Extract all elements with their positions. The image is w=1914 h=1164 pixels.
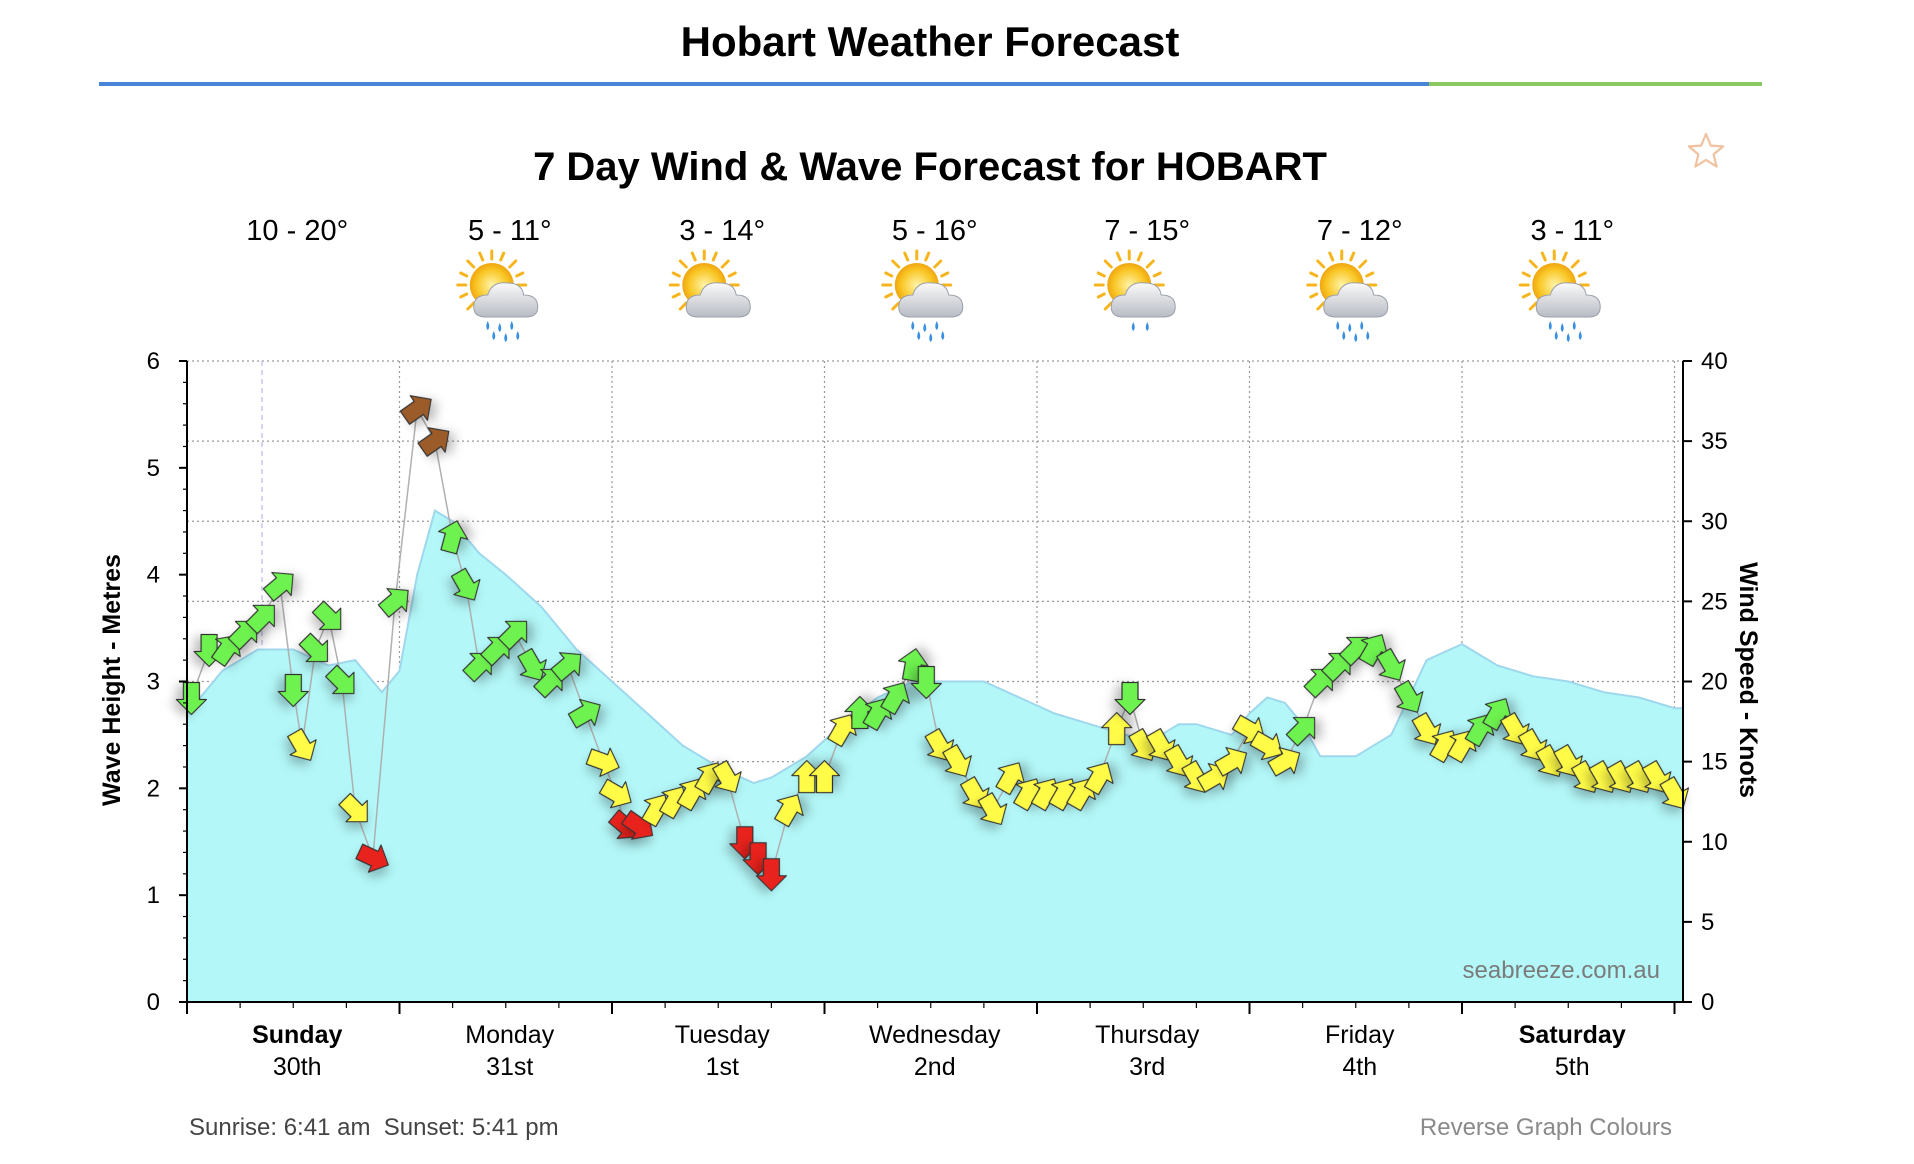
x-date-label: 30th: [273, 1053, 322, 1081]
y-tick-label-left: 5: [147, 455, 160, 482]
y-tick-label-left: 3: [147, 669, 160, 696]
title-divider-green: [1429, 82, 1762, 86]
wind-arrow: [413, 418, 459, 463]
wind-arrow: [395, 386, 441, 431]
axes: 0 1 2 3 4 5 6 0 5 10 15 20 25 30 35 40 Sunday 30th Monday 3…: [147, 348, 1728, 1081]
page-title: Hobart Weather Forecast: [680, 18, 1180, 65]
y-tick-label-right: 35: [1701, 428, 1728, 455]
wind-arrow: [258, 562, 304, 608]
day-temperature-range: 7 - 15°: [1104, 215, 1190, 247]
x-date-label: 5th: [1555, 1053, 1590, 1081]
y-tick-label-left: 6: [147, 348, 160, 375]
rain-icon: [486, 321, 520, 342]
sun-cloud-rain-icon: [456, 249, 539, 342]
wave-height-line: [186, 509, 1684, 785]
day-temperature-range: 5 - 11°: [468, 215, 552, 247]
day-temperature-range: 5 - 16°: [892, 215, 978, 247]
day-temperature-range: 3 - 14°: [679, 215, 765, 247]
drizzle-icon: [1131, 322, 1149, 331]
sun-times-spacer: [370, 1114, 383, 1141]
x-date-label: 1st: [706, 1053, 739, 1081]
x-day-label: Tuesday: [675, 1021, 770, 1049]
favourite-star-icon[interactable]: [1686, 131, 1726, 171]
day-temperature-range: 7 - 12°: [1317, 215, 1403, 247]
y-tick-label-left: 1: [147, 882, 160, 909]
chart-title: 7 Day Wind & Wave Forecast for HOBART: [533, 145, 1327, 189]
x-day-label: Saturday: [1519, 1021, 1626, 1049]
reverse-graph-colours-link[interactable]: Reverse Graph Colours: [1419, 1114, 1672, 1141]
sunrise-text: Sunrise: 6:41 am: [189, 1114, 371, 1141]
x-day-label: Wednesday: [869, 1021, 1001, 1049]
y-tick-label-right: 25: [1701, 588, 1728, 615]
title-divider: [99, 82, 1762, 86]
x-day-label: Thursday: [1095, 1021, 1200, 1049]
wind-arrow: [1114, 681, 1146, 716]
y-tick-label-right: 10: [1701, 829, 1728, 856]
day-temperature-range: 10 - 20°: [246, 215, 348, 247]
y-tick-label-right: 20: [1701, 669, 1728, 696]
y-tick-label-left: 4: [147, 562, 160, 589]
wind-arrow: [306, 595, 352, 641]
sun-cloud-icon: [668, 249, 751, 318]
rain-icon: [1548, 321, 1582, 342]
sun-times: Sunrise: 6:41 am Sunset: 5:41 pm: [189, 1114, 559, 1142]
y-tick-label-left: 2: [147, 775, 160, 802]
day-headers: 10 - 20° 5 - 11° 3 - 14° 5 - 16° 7 - 15° 7 - …: [246, 215, 1614, 342]
y-tick-label-right: 5: [1701, 909, 1714, 936]
day-temperature-range: 3 - 11°: [1530, 215, 1614, 247]
y-tick-label-left: 0: [147, 989, 160, 1016]
rain-icon: [911, 321, 945, 342]
x-date-label: 31st: [486, 1053, 533, 1081]
y-axis-label-right: Wind Speed - Knots: [1734, 562, 1762, 798]
x-date-label: 2nd: [914, 1053, 956, 1081]
y-tick-label-right: 30: [1701, 508, 1728, 535]
y-tick-label-right: 0: [1701, 989, 1714, 1016]
sun-cloud-drizzle-icon: [1093, 249, 1176, 331]
y-tick-label-right: 15: [1701, 749, 1728, 776]
sun-cloud-rain-icon: [1518, 249, 1601, 342]
y-axis-label-left: Wave Height - Metres: [98, 554, 126, 806]
sunset-text: Sunset: 5:41 pm: [383, 1114, 559, 1141]
x-day-label: Sunday: [252, 1021, 342, 1049]
sun-cloud-rain-icon: [881, 249, 964, 342]
x-date-label: 3rd: [1129, 1053, 1165, 1081]
x-date-label: 4th: [1342, 1053, 1377, 1081]
x-day-label: Friday: [1325, 1021, 1395, 1049]
sun-cloud-rain-icon: [1306, 249, 1389, 342]
watermark: seabreeze.com.au: [1463, 957, 1660, 984]
rain-icon: [1336, 321, 1370, 342]
plot-area: 0 1 2 3 4 5 6 0 5 10 15 20 25 30 35 40 Sunday 30th Monday 3…: [98, 348, 1762, 1081]
wind-wave-chart: 7 Day Wind & Wave Forecast for HOBART 10…: [98, 145, 1762, 1081]
x-day-label: Monday: [465, 1021, 554, 1049]
y-tick-label-right: 40: [1701, 348, 1728, 375]
title-divider-blue: [99, 82, 1429, 86]
